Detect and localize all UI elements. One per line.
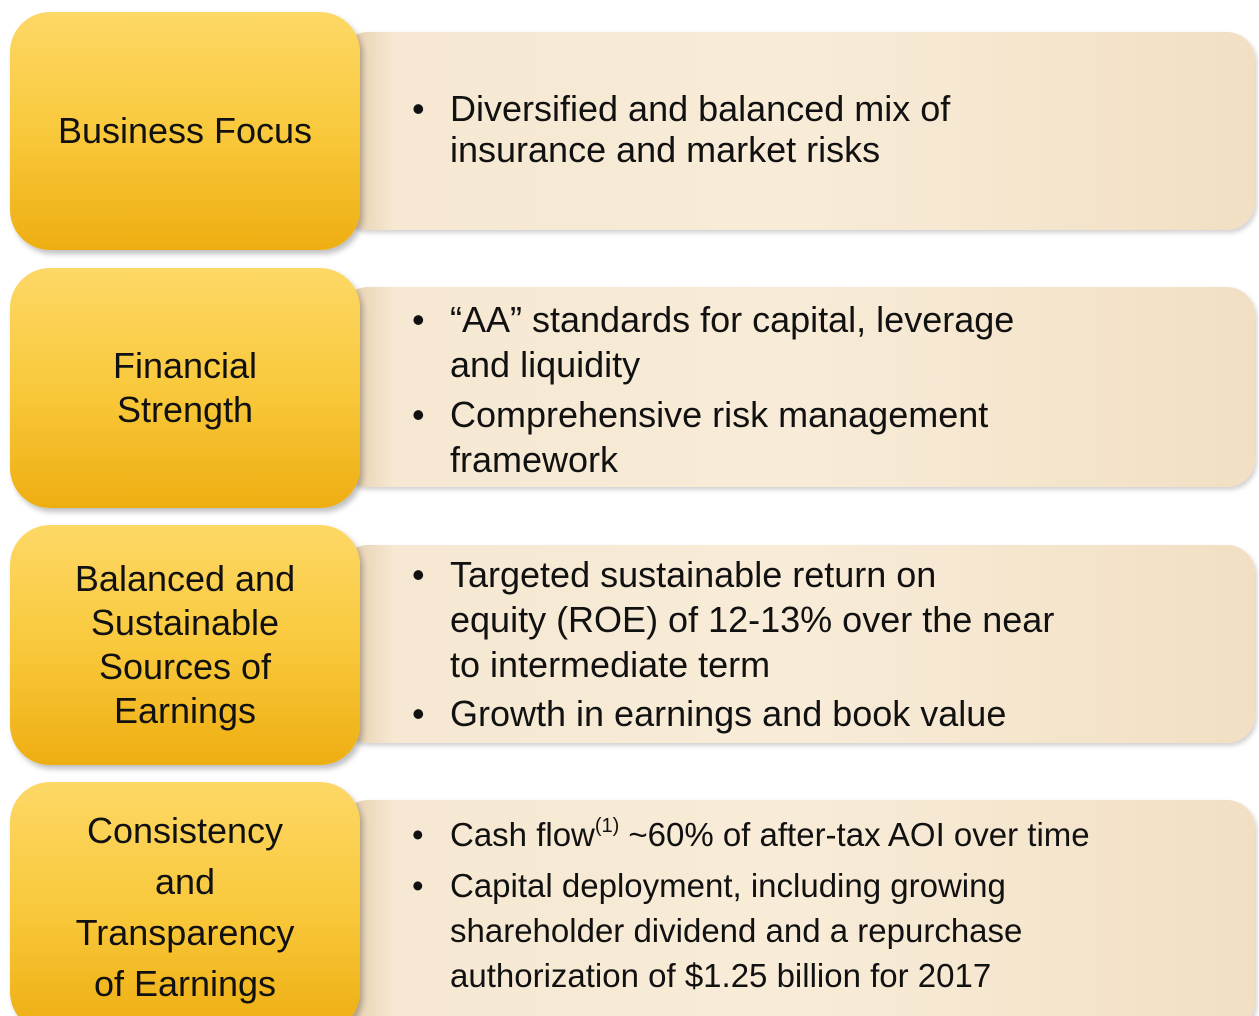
- label-line: Earnings: [113, 690, 257, 731]
- label-line: Sources of: [98, 646, 272, 687]
- label-line: Business Focus: [57, 110, 313, 151]
- bullet: Diversified and balanced mix ofinsurance…: [412, 88, 950, 170]
- bullet-line: insurance and market risks: [450, 129, 881, 170]
- bullet: Cash flow(1) ~60% of after-tax AOI over t…: [412, 812, 1090, 857]
- label-box: Consistency and Transparency of Earnings: [10, 782, 360, 1016]
- text: ~60% of after-tax AOI over time: [628, 816, 1090, 853]
- bullet-line: Targeted sustainable return on: [450, 554, 937, 595]
- bullet-line: Growth in earnings and book value: [450, 693, 1007, 734]
- bullet-list: Diversified and balanced mix ofinsurance…: [412, 88, 950, 170]
- bullet-line: Cash flow(1) ~60% of after-tax AOI over t…: [450, 812, 1090, 857]
- label-line: Strength: [116, 389, 254, 430]
- text: Cash flow: [450, 816, 595, 853]
- label-box: Business Focus: [10, 12, 360, 250]
- bullet-line: Diversified and balanced mix of: [450, 88, 951, 129]
- bullet-line: “AA” standards for capital, leverage: [450, 299, 1015, 340]
- bullet-line: framework: [450, 439, 619, 480]
- label-line: of Earnings: [93, 963, 277, 1004]
- footnote-ref: (1): [594, 815, 620, 837]
- bullet-line: Comprehensive risk management: [450, 394, 989, 435]
- label-line: Sustainable: [90, 602, 280, 643]
- bullet: Capital deployment, including growing sha…: [412, 863, 1090, 998]
- label-line: Transparency: [75, 912, 295, 953]
- bullet-line: Capital deployment, including growing: [450, 867, 1006, 904]
- label-box: Balanced and Sustainable Sources of Earning…: [10, 525, 360, 765]
- label-box: Financial Strength: [10, 268, 360, 508]
- bullet-line: to intermediate term: [450, 644, 771, 685]
- bullet: Growth in earnings and book value: [412, 691, 1054, 736]
- label-line: Consistency: [86, 810, 284, 851]
- bullet-line: authorization of $1.25 billion for 2017: [450, 957, 992, 994]
- bullet-list: “AA” standards for capital, leverageand …: [412, 297, 1014, 482]
- label-line: and: [154, 861, 216, 902]
- label-line: Balanced and: [74, 558, 296, 599]
- bullet: “AA” standards for capital, leverageand …: [412, 297, 1014, 387]
- bullet-list: Cash flow(1) ~60% of after-tax AOI over t…: [412, 812, 1090, 998]
- bullet-line: and liquidity: [450, 344, 641, 385]
- bullet-line: equity (ROE) of 12-13% over the near: [450, 599, 1055, 640]
- bullet-line: shareholder dividend and a repurchase: [450, 912, 1023, 949]
- label-line: Financial: [112, 345, 258, 386]
